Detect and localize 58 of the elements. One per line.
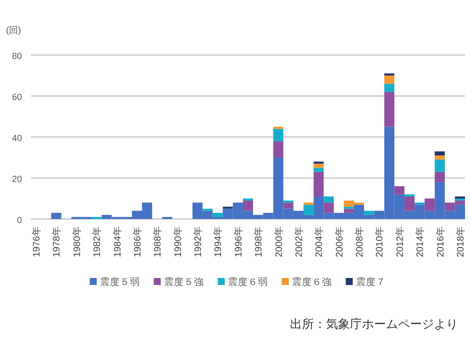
bar	[324, 202, 334, 213]
bar	[404, 196, 415, 211]
x-tick-label: 2006年	[333, 226, 346, 258]
bar	[314, 172, 324, 196]
bar	[434, 160, 445, 172]
bar	[304, 204, 314, 215]
bar	[242, 200, 254, 211]
bar	[273, 128, 284, 142]
bar	[434, 172, 445, 182]
x-tick-label: 2004年	[313, 226, 326, 258]
bar	[324, 196, 334, 203]
x-tick-label: 1994年	[212, 226, 224, 258]
bar	[314, 168, 324, 172]
x-tick-label: 2014年	[414, 226, 426, 258]
x-tick-label: 1978年	[50, 226, 63, 258]
bar	[51, 212, 62, 219]
bar	[434, 155, 445, 160]
bar	[384, 76, 394, 84]
bar	[384, 84, 394, 92]
bar	[394, 186, 404, 194]
x-tick-label: 2002年	[292, 226, 305, 258]
y-tick-label: 80	[12, 51, 22, 61]
x-tick-label: 1998年	[252, 226, 265, 258]
x-tick-label: 2018年	[454, 226, 466, 258]
x-tick-label: 1980年	[70, 226, 83, 258]
y-tick-label: 40	[12, 133, 22, 143]
x-tick-label: 2010年	[374, 226, 386, 258]
bar	[424, 198, 435, 211]
text: 出所：気象庁ホームページより	[290, 317, 458, 331]
legend-label: 震度７	[356, 276, 386, 288]
x-tick-label: 1992年	[192, 226, 204, 258]
bar	[273, 141, 284, 158]
bar	[384, 92, 394, 127]
bar	[314, 164, 324, 168]
x-tick-label: 2000年	[272, 226, 285, 258]
bar	[434, 151, 445, 156]
bar	[212, 212, 223, 217]
x-tick-label: 1996年	[232, 226, 244, 258]
legend-label: 震度５強	[164, 276, 204, 288]
bar	[364, 210, 374, 215]
x-tick-label: 1976年	[30, 226, 43, 258]
y-tick-label: 20	[12, 174, 22, 184]
x-tick-label: 2016年	[434, 226, 446, 258]
x-tick-label: 1990年	[172, 226, 184, 258]
x-tick-label: 1986年	[131, 226, 144, 258]
y-tick-label: 0	[16, 215, 22, 225]
x-tick-label: 1982年	[91, 226, 104, 258]
legend-label: 震度６弱	[228, 276, 268, 288]
y-tick-label: 60	[12, 92, 22, 102]
y-axis-title: (回)	[6, 25, 21, 35]
x-tick-label: 1984年	[111, 226, 124, 258]
legend-label: 震度５弱	[100, 276, 140, 288]
legend-label: 震度６強	[292, 276, 332, 288]
x-tick-label: 2012年	[394, 226, 406, 258]
bar	[283, 202, 294, 209]
bar	[344, 208, 354, 213]
x-tick-label: 1988年	[152, 226, 164, 258]
x-tick-label: 2008年	[354, 226, 366, 258]
